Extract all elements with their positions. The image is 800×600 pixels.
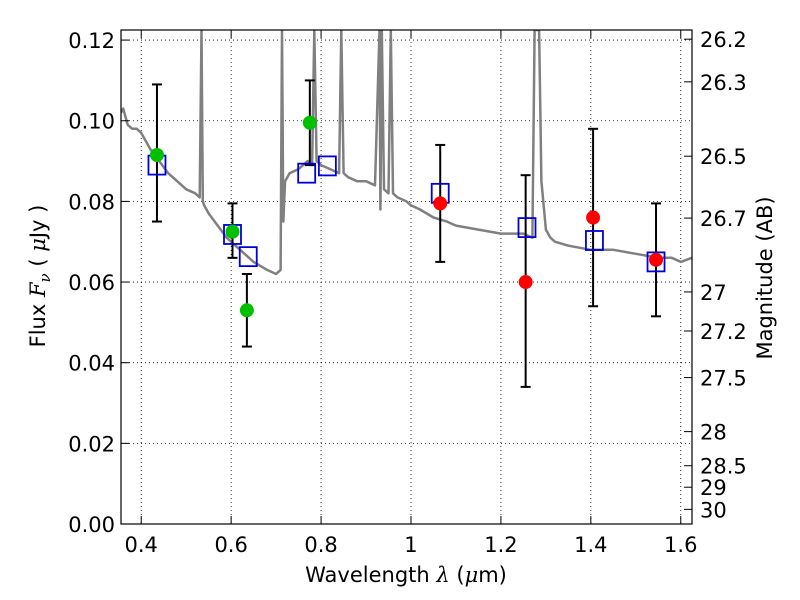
tick-labels: 0.4 0.6 0.8 1 1.2 1.4 1.6 0.00 0.02 0.04 0.06 0.08 0… (68, 28, 747, 557)
grid-lines (121, 30, 692, 525)
model-spectrum-line (121, 30, 692, 276)
observed-flux-point (225, 224, 240, 239)
y-axis-label: Flux Fν ( μJy ) (26, 205, 54, 348)
y-tick-label: 0.12 (68, 29, 115, 53)
x-tick-label: 0.8 (304, 533, 337, 557)
x-tick-label: 0.6 (214, 533, 247, 557)
model-photometry-square (646, 251, 666, 273)
magnitude-tick-label: 27 (700, 281, 727, 305)
y-tick-label: 0.06 (68, 271, 115, 295)
x-tick-label: 0.4 (125, 533, 158, 557)
magnitude-tick-label: 26.5 (700, 145, 747, 169)
magnitude-tick-label: 27.2 (700, 320, 747, 344)
y-tick-label: 0.08 (68, 190, 115, 214)
magnitude-tick-label: 28.5 (700, 455, 747, 479)
magnitude-tick-label: 26.3 (700, 71, 747, 95)
observed-flux-point (586, 210, 601, 225)
magnitude-tick-label: 28 (700, 421, 727, 445)
observed-flux-point (649, 252, 664, 267)
model-photometry-square (238, 246, 258, 268)
y-tick-label: 0.00 (68, 513, 115, 537)
y-tick-label: 0.02 (68, 432, 115, 456)
magnitude-tick-label: 29 (700, 476, 727, 500)
x-tick-label: 1.2 (484, 533, 517, 557)
data-markers (147, 115, 666, 318)
model-photometry-square (517, 217, 537, 239)
model-photometry-square (585, 230, 604, 251)
x-axis-label: Wavelength λ (μm) (305, 563, 507, 587)
magnitude-tick-label: 27.5 (700, 367, 747, 391)
magnitude-tick-label: 26.2 (700, 28, 747, 52)
magnitude-tick-label: 26.7 (700, 207, 747, 231)
magnitude-tick-label: 30 (700, 498, 727, 522)
magnitude-axis-label: Magnitude (AB) (753, 196, 777, 359)
axis-ticks (121, 30, 692, 525)
x-tick-label: 1 (404, 533, 417, 557)
observed-flux-point (149, 148, 164, 163)
x-tick-label: 1.4 (574, 533, 607, 557)
observed-flux-point (518, 275, 533, 290)
observed-flux-point (433, 196, 448, 211)
y-tick-label: 0.04 (68, 352, 115, 376)
x-tick-label: 1.6 (664, 533, 697, 557)
observed-flux-point (302, 115, 317, 130)
model-photometry-square (297, 162, 317, 184)
plot-frame (120, 29, 693, 525)
y-tick-label: 0.10 (68, 110, 115, 134)
model-photometry-square (317, 155, 337, 177)
observed-flux-point (239, 303, 254, 318)
